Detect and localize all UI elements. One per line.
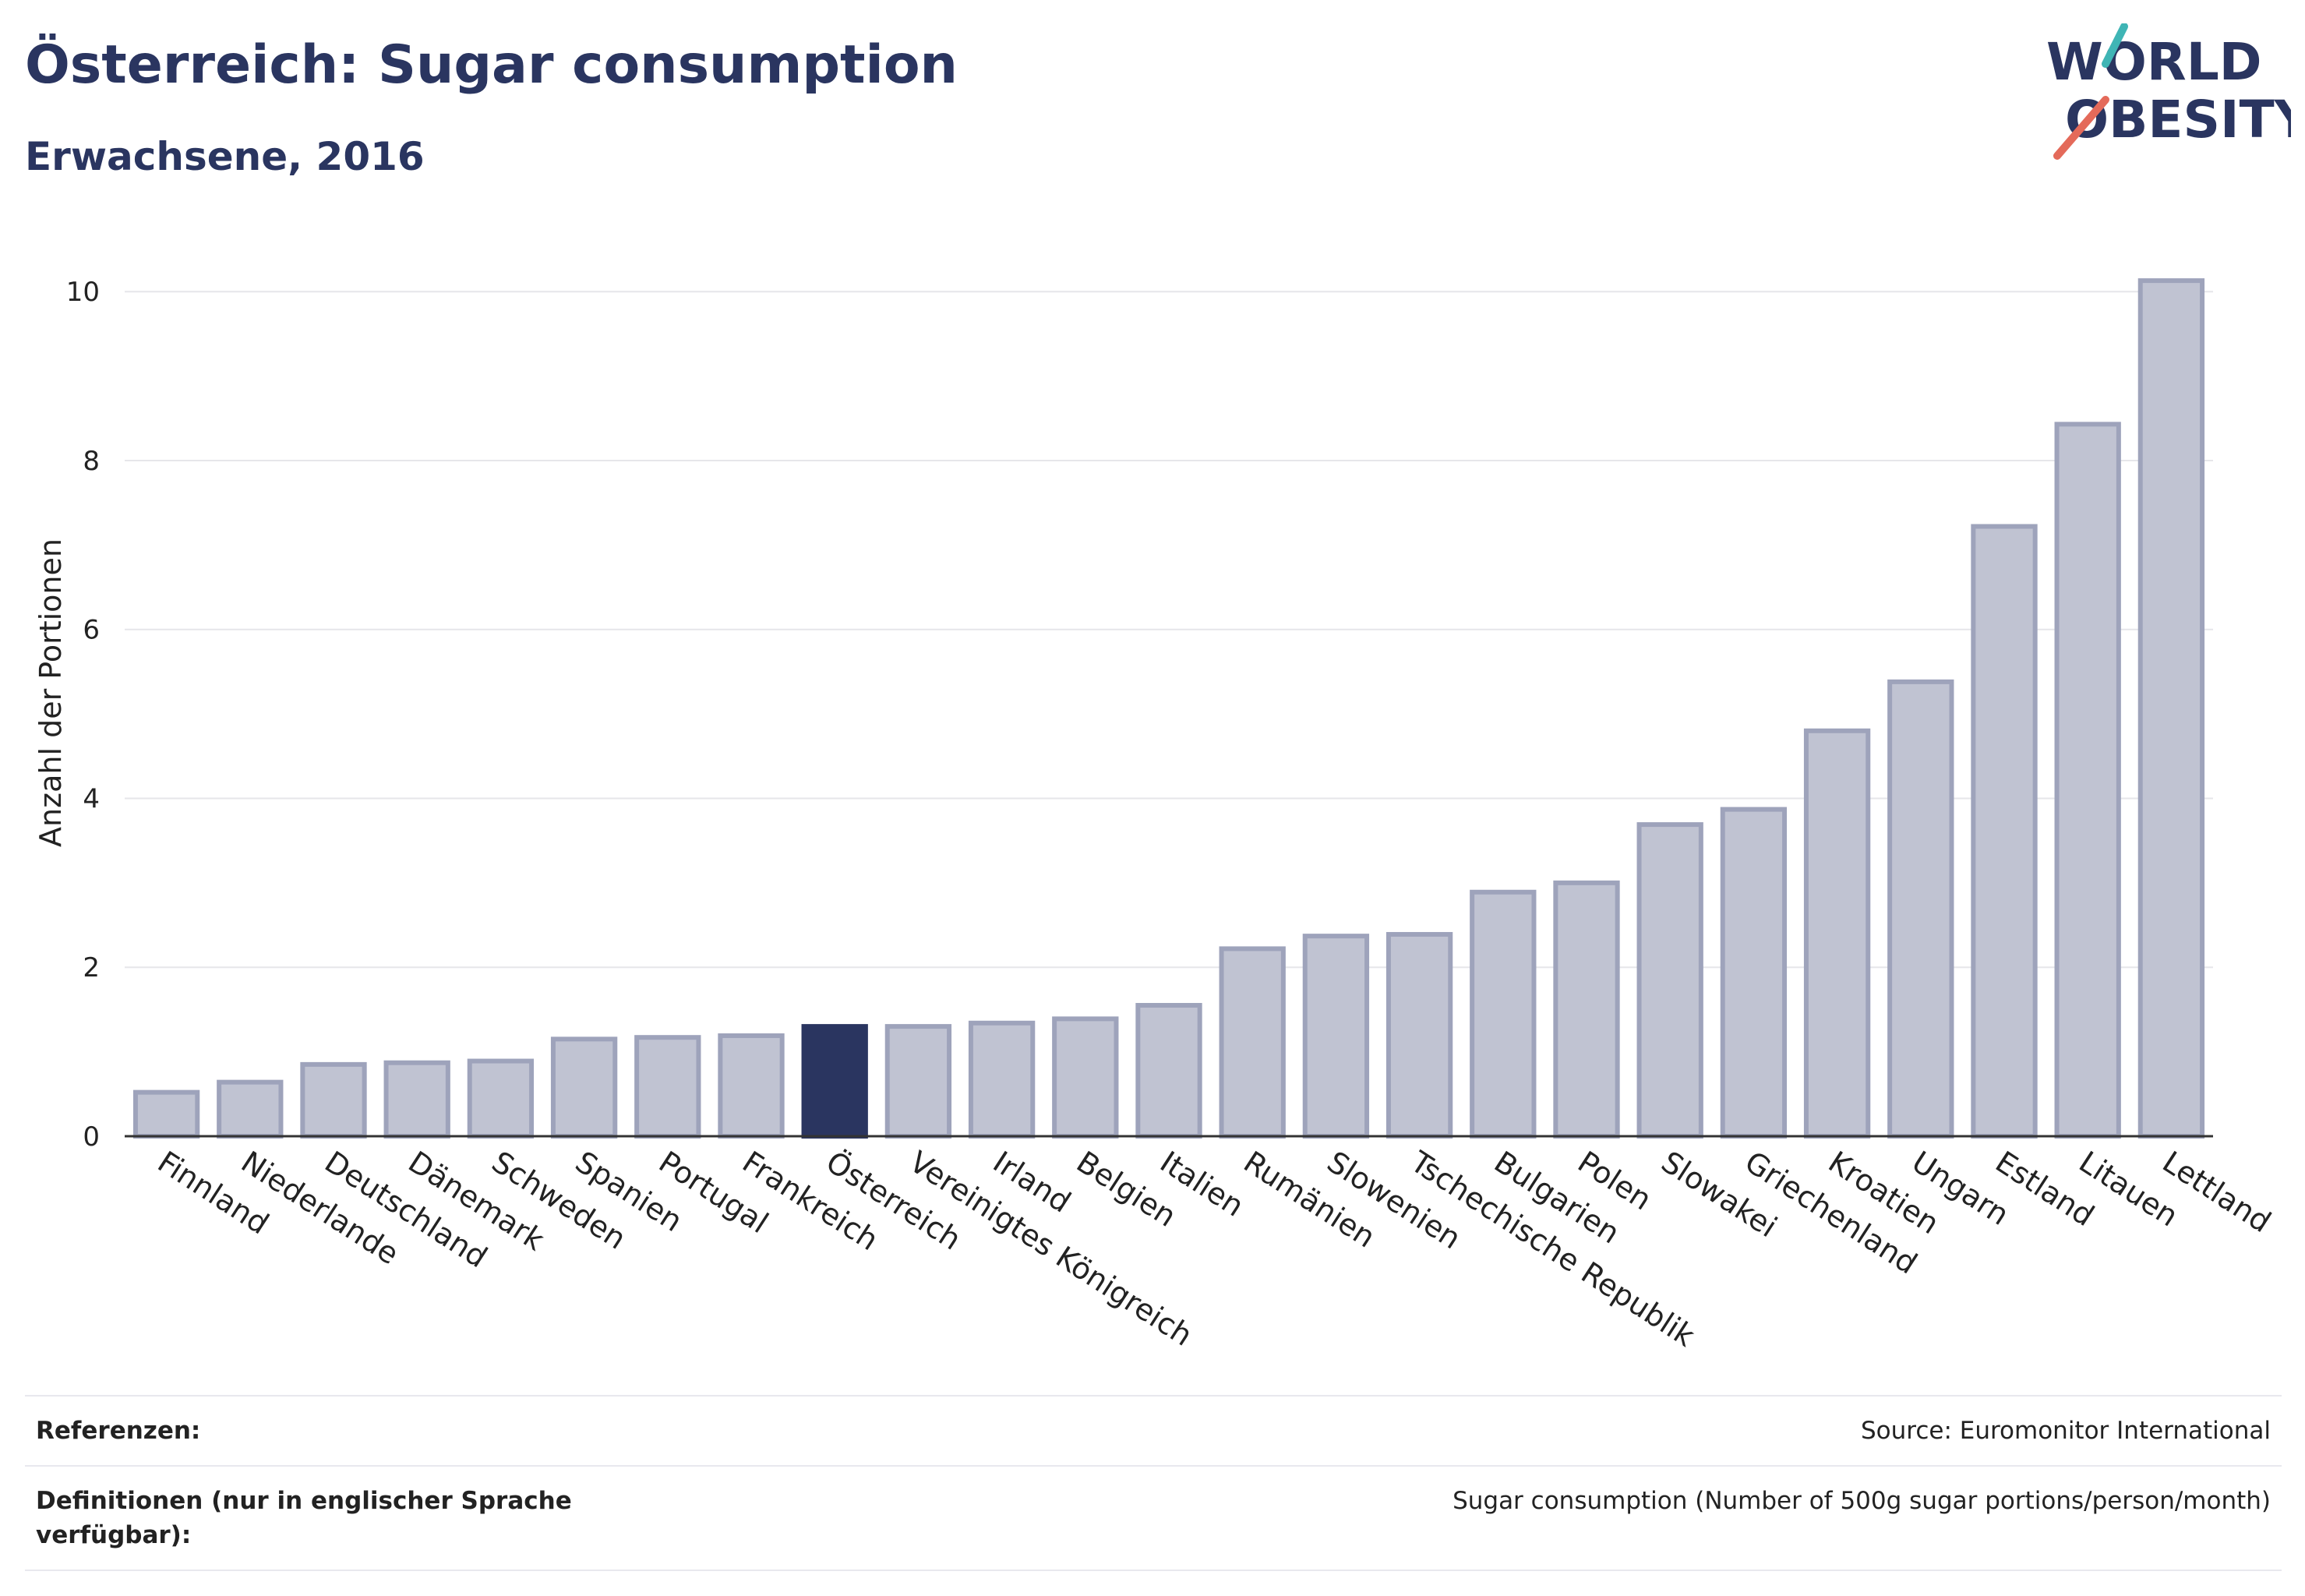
x-tick-label: Lettland (2156, 1145, 2277, 1240)
bar[interactable] (801, 1024, 868, 1139)
bars (132, 278, 2205, 1139)
references-value: Source: Euromonitor International (1860, 1417, 2271, 1445)
y-tick-label: 4 (83, 783, 100, 814)
world-obesity-logo: WORLD OBESITY (2046, 23, 2291, 160)
bar[interactable] (1971, 524, 2038, 1139)
bar[interactable] (1636, 822, 1703, 1139)
bar[interactable] (2054, 422, 2121, 1139)
bar[interactable] (1470, 889, 1537, 1139)
bar[interactable] (2137, 278, 2205, 1139)
bar[interactable] (1052, 1016, 1119, 1139)
bar[interactable] (718, 1033, 785, 1139)
y-tick-label: 2 (83, 952, 100, 983)
bar[interactable] (1720, 807, 1788, 1139)
references-row: Referenzen: Source: Euromonitor Internat… (25, 1395, 2282, 1465)
chart-title: Österreich: Sugar consumption (25, 34, 958, 96)
x-axis-labels: FinnlandNiederlandeDeutschlandDänemarkSc… (152, 1144, 2277, 1354)
logo-line1: WORLD (2046, 32, 2262, 92)
bar[interactable] (1302, 934, 1370, 1139)
bar[interactable] (1803, 728, 1871, 1139)
references-label: Referenzen: (36, 1417, 201, 1445)
bar[interactable] (1553, 880, 1620, 1139)
bar[interactable] (383, 1060, 450, 1139)
bar[interactable] (467, 1058, 535, 1139)
footer-table: Referenzen: Source: Euromonitor Internat… (25, 1395, 2282, 1571)
bar[interactable] (132, 1089, 200, 1139)
definitions-label: Definitionen (nur in englischer Sprache … (36, 1487, 572, 1549)
bar[interactable] (300, 1061, 367, 1139)
y-axis-title: Anzahl der Portionen (34, 538, 68, 847)
bar[interactable] (634, 1035, 701, 1139)
bar[interactable] (217, 1079, 284, 1139)
bar[interactable] (968, 1020, 1036, 1139)
bar[interactable] (884, 1024, 952, 1139)
bar[interactable] (1219, 946, 1286, 1139)
bar[interactable] (1135, 1003, 1202, 1139)
y-tick-label: 0 (83, 1121, 100, 1153)
bar[interactable] (1887, 679, 1954, 1139)
bar-chart: 0 2 4 6 8 10 FinnlandNiederlandeDeutschlandDä… (34, 277, 2277, 1354)
y-axis-ticks: 0 2 4 6 8 10 (66, 277, 100, 1153)
bar[interactable] (1385, 931, 1453, 1139)
definitions-row: Definitionen (nur in englischer Sprache … (25, 1465, 2282, 1571)
chart-subtitle: Erwachsene, 2016 (25, 134, 425, 179)
y-tick-label: 10 (66, 277, 100, 308)
bar[interactable] (550, 1036, 618, 1139)
y-tick-label: 8 (83, 446, 100, 477)
logo-slash-coral (2053, 96, 2109, 160)
y-tick-label: 6 (83, 615, 100, 646)
logo-slash-teal (2102, 23, 2128, 68)
definitions-value: Sugar consumption (Number of 500g sugar … (1453, 1487, 2271, 1515)
